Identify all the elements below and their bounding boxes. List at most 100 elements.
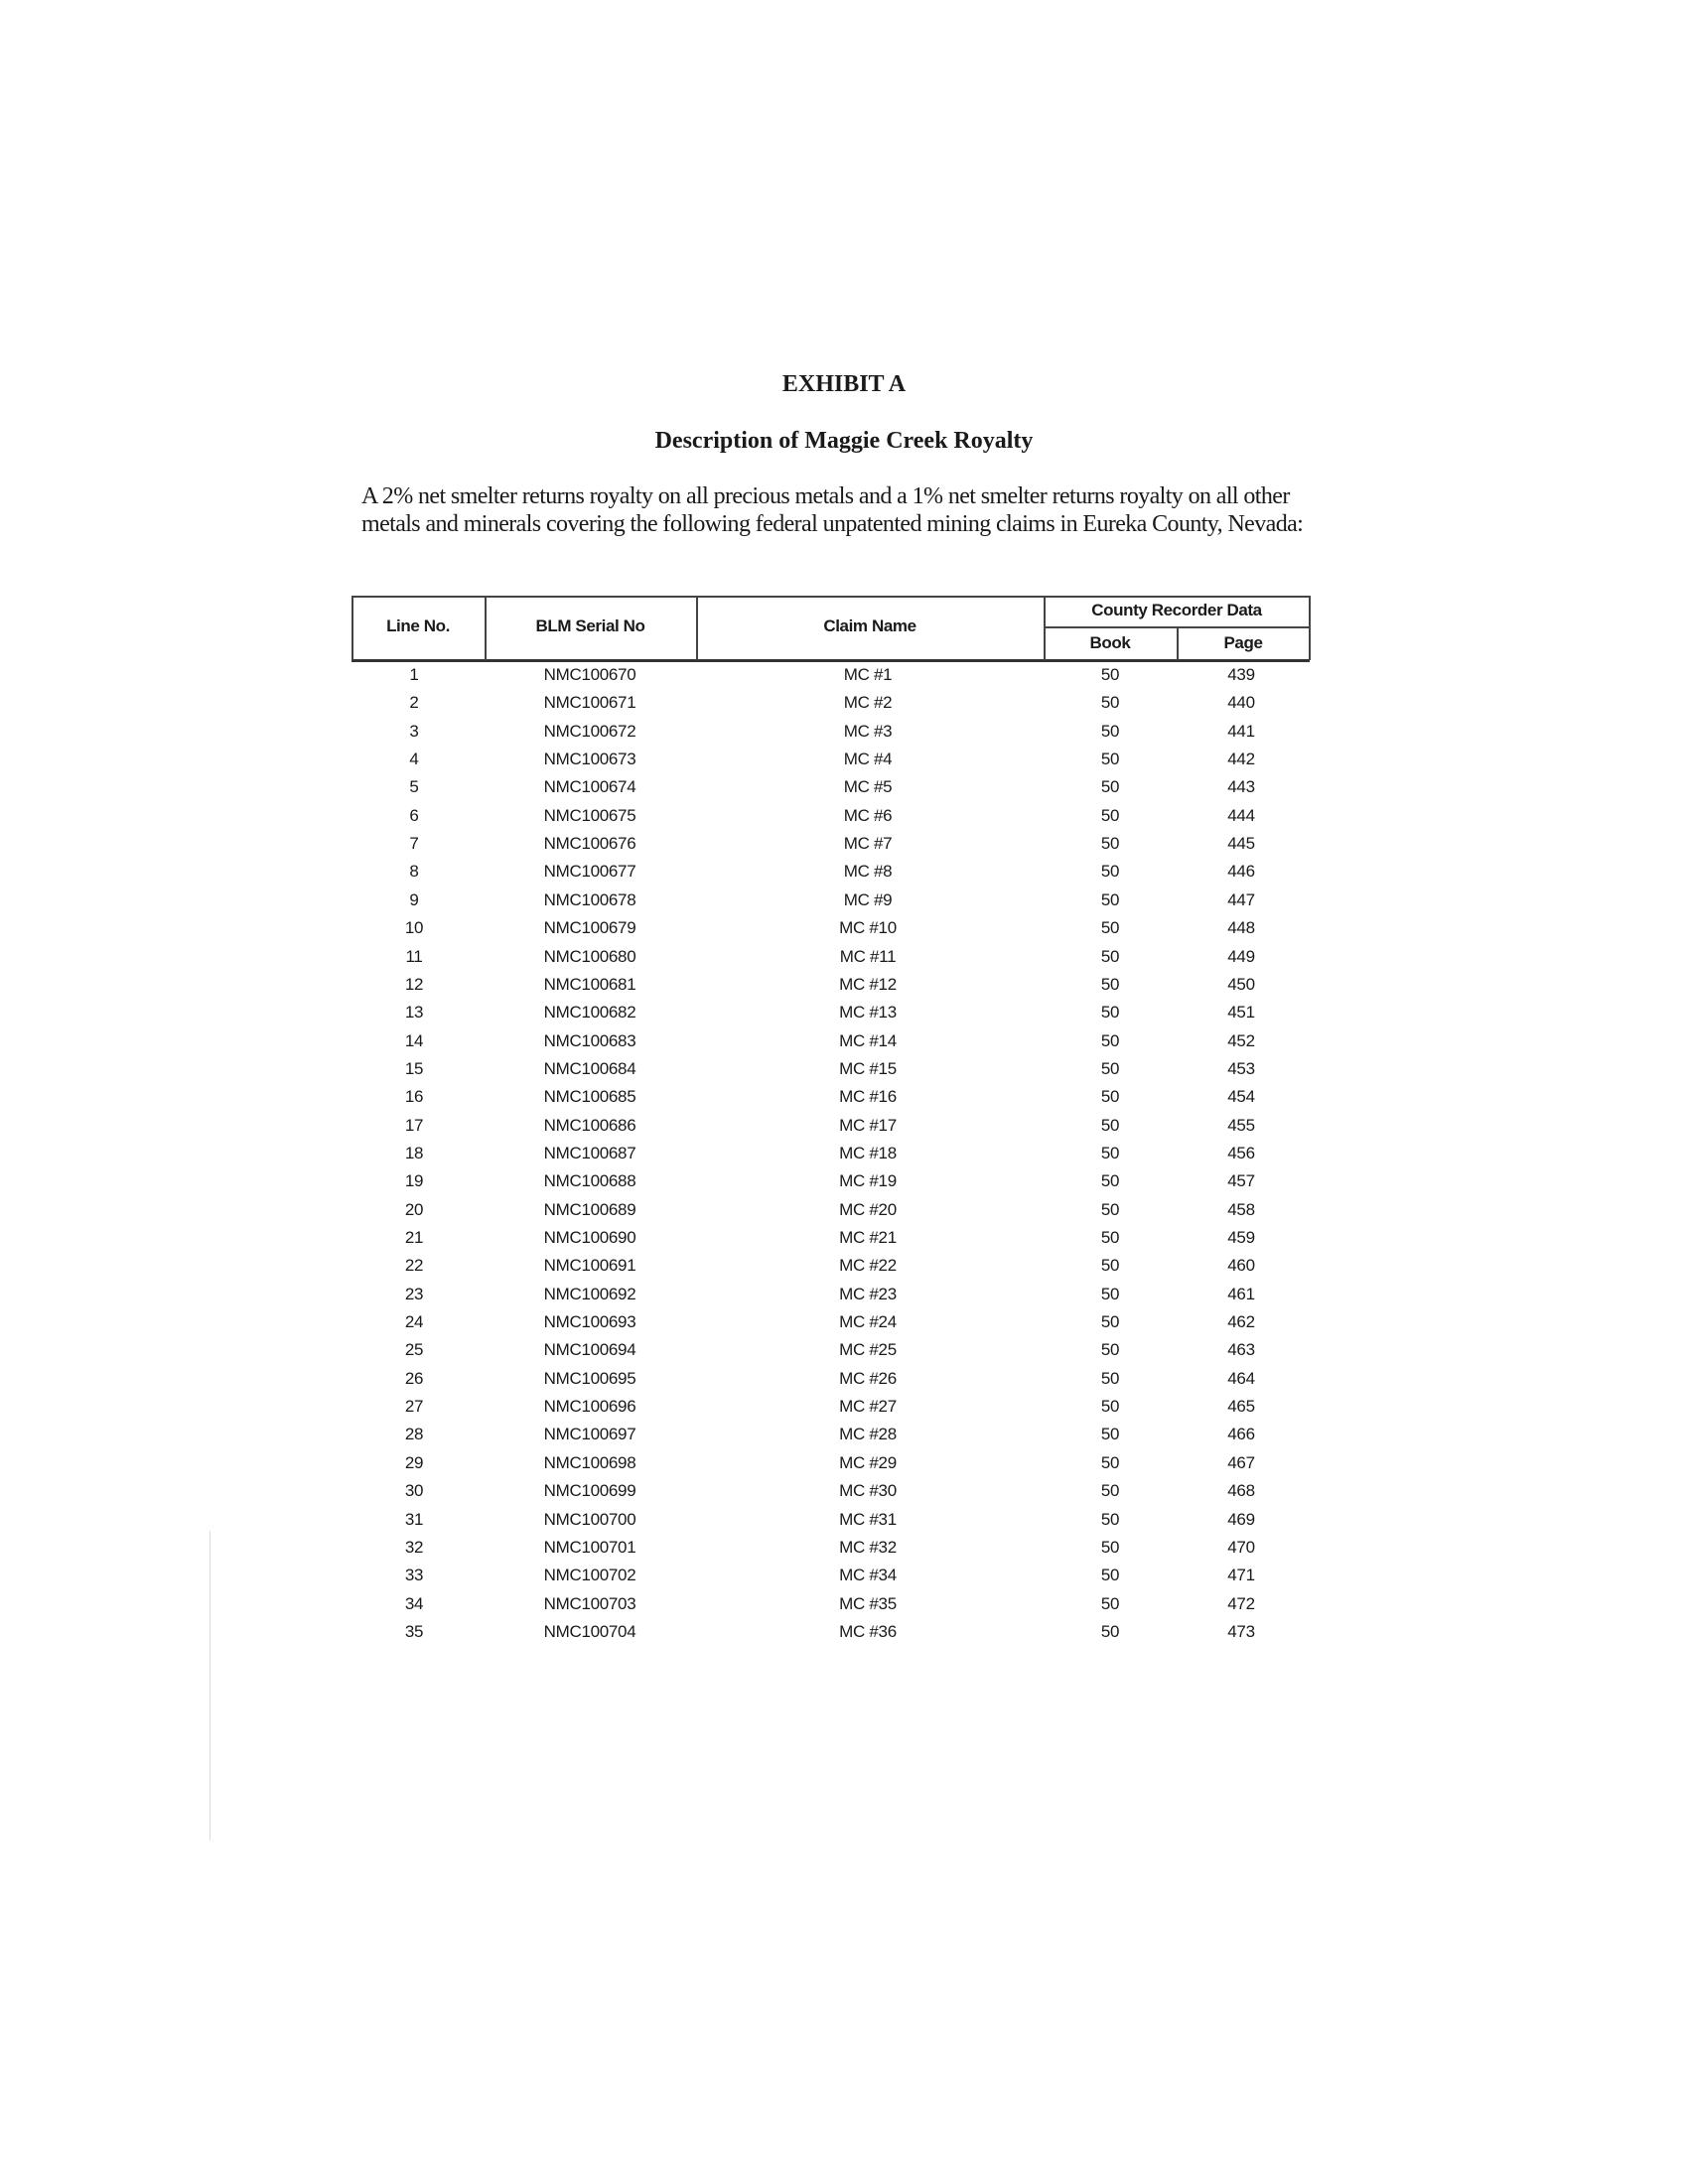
col-border (1177, 626, 1179, 660)
cell-line-no: 27 (404, 1397, 424, 1417)
cell-blm-serial: NMC100691 (543, 1256, 636, 1276)
cell-blm-serial: NMC100693 (543, 1312, 636, 1332)
cell-claim-name: MC #14 (839, 1030, 897, 1050)
cell-line-no: 22 (404, 1256, 424, 1276)
cell-page: 447 (1227, 889, 1255, 909)
cell-claim-name: MC #19 (839, 1171, 897, 1191)
cell-book: 50 (1100, 1256, 1120, 1276)
cell-page: 473 (1227, 1621, 1255, 1641)
cell-page: 463 (1227, 1340, 1255, 1360)
cell-line-no: 34 (404, 1593, 424, 1613)
cell-line-no: 4 (409, 750, 419, 769)
cell-line-no: 26 (404, 1368, 424, 1388)
cell-line-no: 19 (404, 1171, 424, 1191)
cell-blm-serial: NMC100674 (543, 777, 636, 797)
cell-claim-name: MC #1 (843, 665, 893, 684)
cell-line-no: 14 (404, 1030, 424, 1050)
cell-blm-serial: NMC100676 (543, 834, 636, 854)
cell-claim-name: MC #20 (839, 1199, 897, 1219)
cell-line-no: 10 (404, 918, 424, 938)
cell-claim-name: MC #32 (839, 1537, 897, 1557)
cell-book: 50 (1100, 1284, 1120, 1303)
exhibit-subtitle: Description of Maggie Creek Royalty (654, 428, 1034, 454)
cell-book: 50 (1100, 1340, 1120, 1360)
cell-line-no: 35 (404, 1621, 424, 1641)
royalty-description: A 2% net smelter returns royalty on all … (361, 483, 1304, 537)
cell-claim-name: MC #36 (839, 1621, 897, 1641)
cell-page: 471 (1227, 1566, 1255, 1585)
cell-page: 440 (1227, 693, 1255, 713)
cell-page: 449 (1227, 946, 1255, 966)
cell-book: 50 (1100, 1030, 1120, 1050)
col-border (1044, 596, 1046, 660)
cell-line-no: 15 (404, 1058, 424, 1078)
cell-blm-serial: NMC100697 (543, 1425, 636, 1444)
cell-claim-name: MC #17 (839, 1115, 897, 1135)
header-page: Page (1223, 633, 1263, 652)
cell-claim-name: MC #22 (839, 1256, 897, 1276)
cell-page: 457 (1227, 1171, 1255, 1191)
cell-book: 50 (1100, 862, 1120, 882)
cell-book: 50 (1100, 1171, 1120, 1191)
cell-blm-serial: NMC100677 (543, 862, 636, 882)
cell-claim-name: MC #27 (839, 1397, 897, 1417)
cell-blm-serial: NMC100672 (543, 721, 636, 741)
col-border (1309, 596, 1311, 660)
cell-blm-serial: NMC100704 (543, 1621, 636, 1641)
cell-page: 458 (1227, 1199, 1255, 1219)
cell-page: 443 (1227, 777, 1255, 797)
cell-book: 50 (1100, 974, 1120, 994)
cell-line-no: 23 (404, 1284, 424, 1303)
cell-page: 453 (1227, 1058, 1255, 1078)
cell-blm-serial: NMC100699 (543, 1481, 636, 1501)
cell-line-no: 24 (404, 1312, 424, 1332)
cell-blm-serial: NMC100681 (543, 974, 636, 994)
cell-blm-serial: NMC100696 (543, 1397, 636, 1417)
cell-claim-name: MC #34 (839, 1566, 897, 1585)
cell-blm-serial: NMC100684 (543, 1058, 636, 1078)
cell-claim-name: MC #30 (839, 1481, 897, 1501)
cell-page: 445 (1227, 834, 1255, 854)
cell-claim-name: MC #25 (839, 1340, 897, 1360)
header-book: Book (1089, 633, 1131, 652)
cell-blm-serial: NMC100694 (543, 1340, 636, 1360)
cell-claim-name: MC #15 (839, 1058, 897, 1078)
cell-blm-serial: NMC100688 (543, 1171, 636, 1191)
cell-page: 439 (1227, 665, 1255, 684)
cell-blm-serial: NMC100698 (543, 1452, 636, 1472)
cell-book: 50 (1100, 777, 1120, 797)
cell-line-no: 29 (404, 1452, 424, 1472)
scan-artifact-line (210, 1531, 211, 1841)
cell-page: 444 (1227, 805, 1255, 825)
cell-book: 50 (1100, 1509, 1120, 1529)
cell-claim-name: MC #11 (839, 946, 897, 966)
cell-book: 50 (1100, 834, 1120, 854)
header-county-recorder: County Recorder Data (1091, 601, 1262, 619)
cell-page: 441 (1227, 721, 1255, 741)
cell-book: 50 (1100, 946, 1120, 966)
cell-claim-name: MC #12 (839, 974, 897, 994)
cell-claim-name: MC #5 (843, 777, 893, 797)
cell-book: 50 (1100, 1115, 1120, 1135)
cell-line-no: 25 (404, 1340, 424, 1360)
cell-book: 50 (1100, 1143, 1120, 1162)
cell-book: 50 (1100, 1087, 1120, 1107)
cell-page: 451 (1227, 1003, 1255, 1023)
header-blm-serial: BLM Serial No (535, 616, 645, 635)
cell-page: 446 (1227, 862, 1255, 882)
cell-blm-serial: NMC100692 (543, 1284, 636, 1303)
cell-line-no: 28 (404, 1425, 424, 1444)
cell-line-no: 21 (404, 1228, 424, 1247)
cell-claim-name: MC #3 (843, 721, 893, 741)
cell-line-no: 30 (404, 1481, 424, 1501)
cell-line-no: 5 (409, 777, 419, 797)
cell-claim-name: MC #4 (843, 750, 893, 769)
cell-page: 472 (1227, 1593, 1255, 1613)
cell-line-no: 9 (409, 889, 419, 909)
cell-line-no: 18 (404, 1143, 424, 1162)
cell-blm-serial: NMC100673 (543, 750, 636, 769)
cell-claim-name: MC #29 (839, 1452, 897, 1472)
cell-page: 469 (1227, 1509, 1255, 1529)
cell-blm-serial: NMC100701 (543, 1537, 636, 1557)
cell-claim-name: MC #16 (839, 1087, 897, 1107)
